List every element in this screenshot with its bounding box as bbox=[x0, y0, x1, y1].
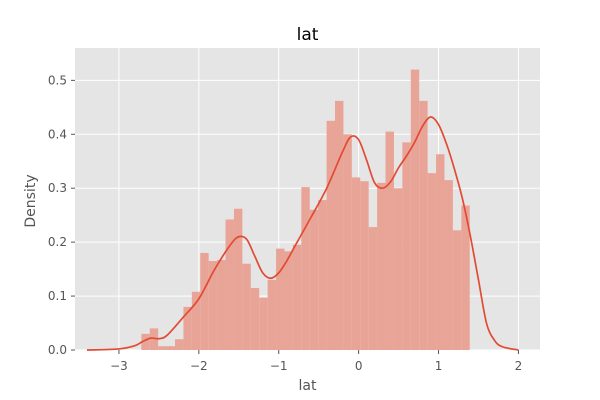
histogram-bar bbox=[402, 142, 411, 350]
x-tick-label: 0 bbox=[355, 359, 363, 373]
y-axis-ticks: 0.0 0.1 0.2 0.3 0.4 0.5 bbox=[48, 73, 75, 357]
histogram-bar bbox=[166, 346, 175, 350]
y-tick-label: 0.5 bbox=[48, 73, 67, 87]
histogram-bar bbox=[461, 205, 470, 350]
y-tick-label: 0.1 bbox=[48, 289, 67, 303]
x-axis-title: lat bbox=[299, 378, 317, 394]
histogram-bar bbox=[444, 180, 453, 350]
y-tick-label: 0.3 bbox=[48, 181, 67, 195]
chart-title: lat bbox=[297, 25, 319, 45]
x-tick-label: −3 bbox=[110, 359, 128, 373]
x-axis-ticks: −3 −2 −1 0 1 2 bbox=[110, 350, 522, 373]
histogram-bar bbox=[276, 248, 285, 350]
x-tick-label: 2 bbox=[515, 359, 523, 373]
histogram-bars bbox=[141, 69, 470, 351]
histogram-bar bbox=[326, 120, 336, 350]
histogram-bar bbox=[309, 209, 319, 350]
histogram-bar bbox=[267, 279, 277, 350]
y-tick-label: 0.0 bbox=[48, 343, 67, 357]
histogram-bar bbox=[225, 219, 234, 350]
histogram-bar bbox=[174, 339, 184, 350]
histogram-bar bbox=[259, 297, 268, 350]
histogram-bar bbox=[200, 252, 209, 350]
histogram-bar bbox=[427, 173, 437, 350]
histogram-bar bbox=[385, 131, 394, 350]
histogram-bar bbox=[149, 328, 159, 350]
y-tick-label: 0.4 bbox=[48, 127, 67, 141]
histogram-bar bbox=[301, 187, 310, 350]
histogram-bar bbox=[343, 134, 352, 350]
histogram-bar bbox=[208, 261, 218, 350]
histogram-bar bbox=[217, 259, 226, 350]
histogram-bar bbox=[410, 69, 420, 351]
histogram-bar bbox=[250, 287, 260, 350]
y-axis-title: Density bbox=[23, 174, 39, 227]
histogram-bar bbox=[233, 208, 243, 350]
histogram-bar bbox=[452, 230, 462, 350]
kde-line bbox=[86, 116, 519, 351]
histogram-bar bbox=[183, 306, 192, 350]
histogram-bar bbox=[335, 100, 344, 350]
histogram-bar bbox=[377, 182, 386, 350]
histogram-bar bbox=[436, 154, 445, 350]
x-tick-label: −1 bbox=[270, 359, 288, 373]
histogram-bar bbox=[368, 227, 378, 350]
x-tick-label: 1 bbox=[435, 359, 443, 373]
histogram-bar bbox=[191, 291, 201, 350]
histogram-bar bbox=[141, 333, 150, 350]
histogram-bar bbox=[318, 200, 327, 350]
histogram-bar bbox=[419, 100, 428, 350]
histogram-bar bbox=[292, 244, 302, 350]
x-tick-label: −2 bbox=[190, 359, 208, 373]
histogram-bar bbox=[242, 263, 251, 350]
histogram-bar bbox=[393, 188, 403, 350]
histogram-bar bbox=[284, 251, 293, 350]
histogram-bar bbox=[351, 177, 361, 350]
histogram-bar bbox=[360, 181, 369, 350]
histogram-bar bbox=[158, 346, 167, 350]
y-tick-label: 0.2 bbox=[48, 235, 67, 249]
